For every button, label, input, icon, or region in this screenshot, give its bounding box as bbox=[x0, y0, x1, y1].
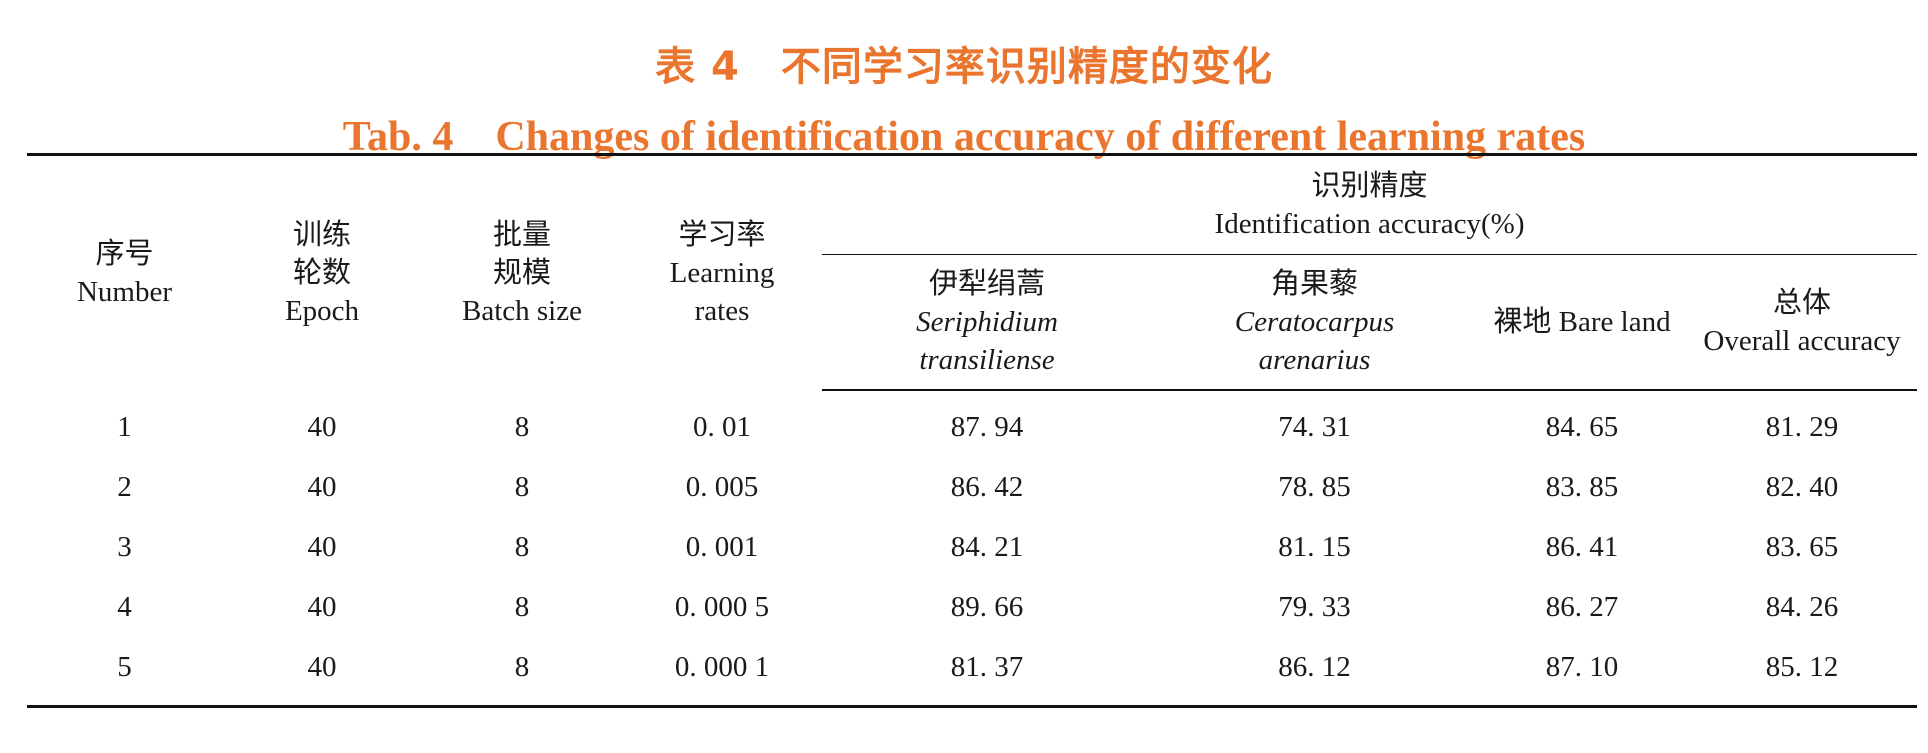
header-batch-size: 批量 规模 Batch size bbox=[422, 153, 622, 390]
table-row: 3 40 8 0. 001 84. 21 81. 15 86. 41 83. 6… bbox=[27, 517, 1917, 577]
header-seriphidium-en-2: transiliense bbox=[919, 344, 1055, 376]
table-body: 1 40 8 0. 01 87. 94 74. 31 84. 65 81. 29… bbox=[27, 390, 1918, 708]
header-overall-accuracy: 总体 Overall accuracy bbox=[1687, 254, 1918, 391]
header-learning-rate: 学习率 Learning rates bbox=[622, 153, 822, 390]
cell-overall: 84. 26 bbox=[1765, 591, 1839, 623]
header-ceratocarpus: 角果藜 Ceratocarpus arenarius bbox=[1152, 254, 1477, 391]
table-row: 1 40 8 0. 01 87. 94 74. 31 84. 65 81. 29 bbox=[27, 390, 1917, 457]
cell-ceratocarpus: 81. 15 bbox=[1278, 531, 1351, 563]
cell-number: 2 bbox=[117, 471, 132, 503]
header-lr-en-2: rates bbox=[694, 295, 750, 327]
table-row: 4 40 8 0. 000 5 89. 66 79. 33 86. 27 84.… bbox=[27, 577, 1917, 637]
header-number-cn: 序号 bbox=[95, 238, 154, 270]
cell-epoch: 40 bbox=[307, 410, 337, 443]
header-seriphidium-cn: 伊犁绢蒿 bbox=[928, 268, 1045, 300]
header-ceratocarpus-en-1: Ceratocarpus bbox=[1234, 306, 1395, 338]
header-epoch-cn-2: 轮数 bbox=[292, 257, 351, 289]
header-overall-en: Overall accuracy bbox=[1703, 325, 1901, 357]
cell-number: 1 bbox=[117, 410, 132, 443]
cell-seriphidium: 89. 66 bbox=[950, 591, 1024, 623]
header-overall-cn: 总体 bbox=[1773, 287, 1832, 319]
header-bare-land-label: 裸地 Bare land bbox=[1493, 306, 1671, 338]
cell-epoch: 40 bbox=[222, 637, 422, 708]
cell-overall: 85. 12 bbox=[1687, 637, 1918, 708]
cell-epoch: 40 bbox=[307, 471, 337, 503]
header-row-1: 序号 Number 训练 轮数 Epoch 批量 规模 Batch size 学… bbox=[27, 153, 1918, 390]
header-epoch-cn-1: 训练 bbox=[292, 219, 351, 251]
cell-seriphidium: 81. 37 bbox=[822, 637, 1152, 708]
header-group-en: Identification accuracy(%) bbox=[1214, 208, 1525, 240]
cell-bare-land: 83. 85 bbox=[1545, 471, 1619, 503]
table-header: 序号 Number 训练 轮数 Epoch 批量 规模 Batch size 学… bbox=[27, 153, 1918, 391]
header-batch-en: Batch size bbox=[462, 295, 582, 327]
header-bare-land: 裸地 Bare land bbox=[1477, 254, 1687, 391]
cell-learning-rate: 0. 01 bbox=[693, 410, 751, 443]
cell-number: 5 bbox=[27, 637, 222, 708]
header-number: 序号 Number bbox=[27, 153, 222, 390]
header-lr-cn: 学习率 bbox=[678, 219, 766, 251]
cell-ceratocarpus: 79. 33 bbox=[1278, 591, 1351, 623]
cell-bare-land: 86. 27 bbox=[1545, 591, 1619, 623]
cell-overall: 81. 29 bbox=[1765, 411, 1839, 443]
header-epoch-en: Epoch bbox=[284, 295, 360, 327]
cell-overall: 82. 40 bbox=[1765, 471, 1839, 503]
table-row: 5 40 8 0. 000 1 81. 37 86. 12 87. 10 85.… bbox=[27, 637, 1918, 708]
cell-ceratocarpus: 86. 12 bbox=[1152, 637, 1477, 708]
header-seriphidium-en-1: Seriphidium bbox=[916, 306, 1058, 338]
header-identification-accuracy: 识别精度 Identification accuracy(%) bbox=[822, 153, 1918, 255]
cell-learning-rate: 0. 005 bbox=[685, 471, 759, 503]
cell-batch-size: 8 bbox=[514, 410, 530, 443]
cell-seriphidium: 84. 21 bbox=[950, 531, 1024, 563]
cell-number: 3 bbox=[117, 531, 132, 563]
table-row: 2 40 8 0. 005 86. 42 78. 85 83. 85 82. 4… bbox=[27, 457, 1917, 517]
header-row-2: 伊犁绢蒿 Seriphidium transiliense 角果藜 Cerato… bbox=[27, 254, 1918, 391]
cell-batch-size: 8 bbox=[422, 637, 622, 708]
cell-batch-size: 8 bbox=[514, 471, 530, 503]
header-batch-cn-1: 批量 bbox=[492, 219, 551, 251]
cell-epoch: 40 bbox=[307, 531, 337, 563]
cell-epoch: 40 bbox=[307, 591, 337, 623]
cell-learning-rate: 0. 000 1 bbox=[622, 637, 822, 708]
header-lr-en-1: Learning bbox=[669, 257, 775, 289]
cell-batch-size: 8 bbox=[514, 591, 530, 623]
table-title-chinese: 表 4 不同学习率识别精度的变化 bbox=[655, 44, 1273, 90]
cell-bare-land: 86. 41 bbox=[1545, 531, 1619, 563]
header-ceratocarpus-en-2: arenarius bbox=[1258, 344, 1371, 376]
accuracy-table: 序号 Number 训练 轮数 Epoch 批量 规模 Batch size 学… bbox=[27, 153, 1918, 708]
cell-overall: 83. 65 bbox=[1765, 531, 1839, 563]
cell-ceratocarpus: 78. 85 bbox=[1278, 471, 1351, 503]
cell-learning-rate: 0. 000 5 bbox=[674, 591, 770, 623]
cell-learning-rate: 0. 001 bbox=[685, 531, 759, 563]
header-epoch: 训练 轮数 Epoch bbox=[222, 153, 422, 390]
cell-batch-size: 8 bbox=[514, 531, 530, 563]
cell-ceratocarpus: 74. 31 bbox=[1278, 411, 1351, 443]
header-batch-cn-2: 规模 bbox=[492, 257, 551, 289]
table-title-english: Tab. 4 Changes of identification accurac… bbox=[342, 114, 1586, 160]
header-ceratocarpus-cn: 角果藜 bbox=[1270, 268, 1358, 300]
header-number-en: Number bbox=[76, 276, 173, 308]
cell-seriphidium: 87. 94 bbox=[950, 411, 1024, 443]
cell-bare-land: 84. 65 bbox=[1545, 411, 1619, 443]
cell-bare-land: 87. 10 bbox=[1477, 637, 1687, 708]
header-group-cn: 识别精度 bbox=[1311, 170, 1428, 202]
cell-number: 4 bbox=[117, 591, 132, 623]
cell-seriphidium: 86. 42 bbox=[950, 471, 1024, 503]
header-seriphidium: 伊犁绢蒿 Seriphidium transiliense bbox=[822, 254, 1152, 391]
